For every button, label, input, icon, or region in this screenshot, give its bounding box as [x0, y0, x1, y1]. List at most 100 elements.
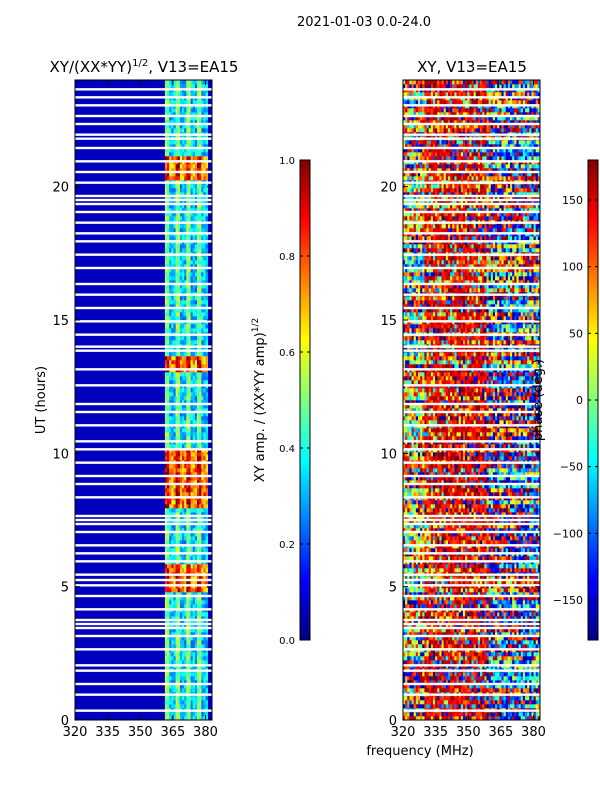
amplitude-cell — [199, 296, 202, 301]
amplitude-cell — [182, 392, 185, 397]
phase-cell — [475, 676, 479, 681]
phase-cell — [531, 620, 534, 625]
phase-cell — [535, 672, 539, 677]
amplitude-cell — [203, 236, 206, 241]
amplitude-cell — [186, 716, 189, 721]
amplitude-cell — [203, 372, 206, 377]
amplitude-cell — [182, 452, 185, 457]
amplitude-cell — [199, 152, 202, 157]
amplitude-cell — [205, 316, 209, 321]
phase-cell — [443, 644, 447, 649]
amplitude-cell — [179, 100, 183, 105]
amplitude-cell — [186, 500, 189, 505]
amplitude-cell — [169, 340, 172, 345]
phase-cell — [480, 704, 483, 709]
phase-cell — [529, 680, 532, 685]
amplitude-cell — [203, 316, 206, 321]
amplitude-cell — [169, 80, 172, 85]
amplitude-cell — [190, 568, 194, 573]
phase-cell — [505, 644, 509, 649]
amplitude-cell — [201, 204, 204, 209]
amplitude-cell — [177, 224, 181, 229]
amplitude-cell — [167, 164, 170, 169]
amplitude-cell — [184, 296, 187, 301]
amplitude-cell — [194, 228, 198, 233]
amplitude-cell — [164, 536, 168, 541]
amplitude-cell — [177, 256, 181, 261]
phase-cell — [405, 612, 408, 617]
phase-cell — [432, 672, 436, 677]
amplitude-cell — [182, 380, 185, 385]
data-gap — [75, 448, 212, 451]
phase-cell — [473, 656, 477, 661]
amplitude-cell — [171, 272, 174, 277]
phase-cell — [488, 628, 492, 633]
amplitude-cell — [173, 192, 176, 197]
phase-cell — [535, 624, 539, 629]
amplitude-cell — [194, 644, 198, 649]
amplitude-cell — [182, 412, 185, 417]
amplitude-cell — [194, 376, 198, 381]
phase-cell — [497, 684, 500, 689]
phase-cell — [443, 704, 447, 709]
phase-cell — [407, 684, 410, 689]
amplitude-cell — [201, 600, 204, 605]
phase-cell — [465, 704, 468, 709]
amplitude-cell — [175, 616, 179, 621]
amplitude-cell — [203, 412, 206, 417]
phase-cell — [454, 644, 457, 649]
amplitude-cell — [201, 472, 204, 477]
phase-cell — [417, 696, 421, 701]
phase-cell — [426, 704, 429, 709]
phase-cell — [501, 640, 504, 645]
amplitude-cell — [192, 568, 196, 573]
amplitude-cell — [173, 264, 176, 269]
phase-cell — [510, 684, 513, 689]
amplitude-cell — [188, 192, 191, 197]
amplitude-cell — [167, 432, 170, 437]
phase-cell — [409, 660, 412, 665]
amplitude-cell — [164, 176, 168, 181]
amplitude-cell — [177, 500, 181, 505]
amplitude-cell — [201, 624, 204, 629]
amplitude-cell — [169, 600, 172, 605]
amplitude-title-sup: 1/2 — [132, 58, 148, 69]
amplitude-cell — [192, 340, 196, 345]
amplitude-cell — [167, 144, 170, 149]
phase-cell — [428, 616, 432, 621]
amplitude-cell — [197, 380, 200, 385]
amplitude-cell — [169, 684, 172, 689]
amplitude-cell — [177, 308, 181, 313]
amplitude-cell — [188, 316, 191, 321]
amplitude-cell — [205, 532, 209, 537]
amplitude-cell — [197, 676, 200, 681]
phase-cell — [443, 640, 447, 645]
amplitude-cell — [199, 376, 202, 381]
phase-cell — [527, 716, 530, 721]
amplitude-cell — [190, 248, 194, 253]
amplitude-cell — [173, 376, 176, 381]
amplitude-cell — [186, 408, 189, 413]
amplitude-cell — [171, 340, 174, 345]
amplitude-cell — [169, 656, 172, 661]
phase-cell — [525, 624, 528, 629]
amplitude-cell — [171, 196, 174, 201]
data-gap — [75, 349, 212, 352]
phase-cell — [501, 700, 504, 705]
amplitude-cell — [190, 236, 194, 241]
data-gap — [75, 682, 212, 686]
amplitude-cell — [203, 216, 206, 221]
amplitude-cell — [184, 256, 187, 261]
phase-cell — [405, 684, 408, 689]
amplitude-cell — [203, 264, 206, 269]
phase-cell — [516, 656, 519, 661]
amplitude-cell — [197, 352, 200, 357]
amplitude-cell — [182, 288, 185, 293]
amplitude-cell — [171, 500, 174, 505]
phase-cell — [454, 704, 457, 709]
amplitude-cell — [169, 228, 172, 233]
amplitude-cell — [194, 272, 198, 277]
amplitude-cell — [188, 360, 191, 365]
phase-cell — [495, 676, 498, 681]
amplitude-cell — [203, 268, 206, 273]
